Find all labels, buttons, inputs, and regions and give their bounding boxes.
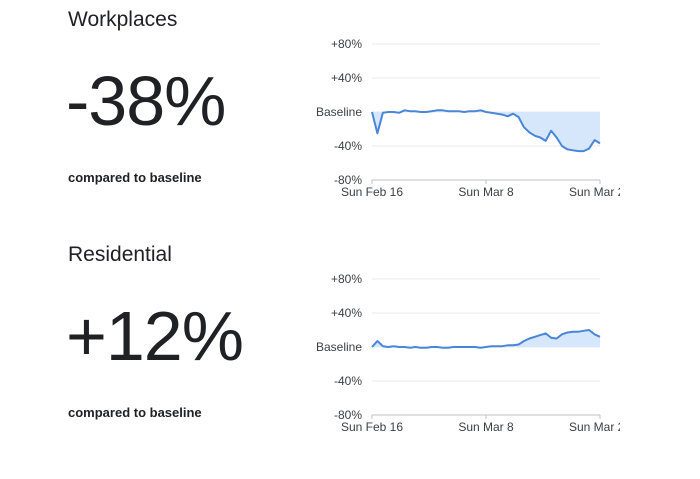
residential-title: Residential [68,243,172,266]
y-tick-label: +80% [331,272,362,286]
workplaces-change-value: -38% [66,62,226,140]
residential-section: Residential +12% compared to baseline +8… [0,235,700,470]
x-tick-label: Sun Mar 8 [458,420,514,434]
y-tick-label: -40% [334,139,362,153]
x-tick-label: Sun Feb 16 [341,420,403,434]
workplaces-title: Workplaces [68,8,178,31]
workplaces-caption: compared to baseline [68,170,202,185]
y-tick-label: +40% [331,71,362,85]
residential-change-value: +12% [66,297,244,375]
y-tick-label: Baseline [316,105,362,119]
area-fill [372,110,600,152]
residential-chart: +80% +40% Baseline -40% -80%Sun Feb 16 Sun Ma… [316,272,620,434]
residential-caption: compared to baseline [68,405,202,420]
x-tick-label: Sun Feb 16 [341,185,403,199]
y-tick-label: +80% [331,37,362,51]
x-tick-label: Sun Mar 8 [458,185,514,199]
y-tick-label: Baseline [316,340,362,354]
workplaces-section: Workplaces -38% compared to baseline +80… [0,0,700,235]
workplaces-chart: +80% +40% Baseline -40% -80%Sun Feb 16 Sun Ma… [316,37,620,199]
y-tick-label: -80% [334,408,362,422]
x-tick-label: Sun Mar 29 [569,185,620,199]
y-tick-label: -80% [334,173,362,187]
y-tick-label: -40% [334,374,362,388]
y-tick-label: +40% [331,306,362,320]
series-line [371,109,601,153]
series-line [371,329,601,349]
x-tick-label: Sun Mar 29 [569,420,620,434]
